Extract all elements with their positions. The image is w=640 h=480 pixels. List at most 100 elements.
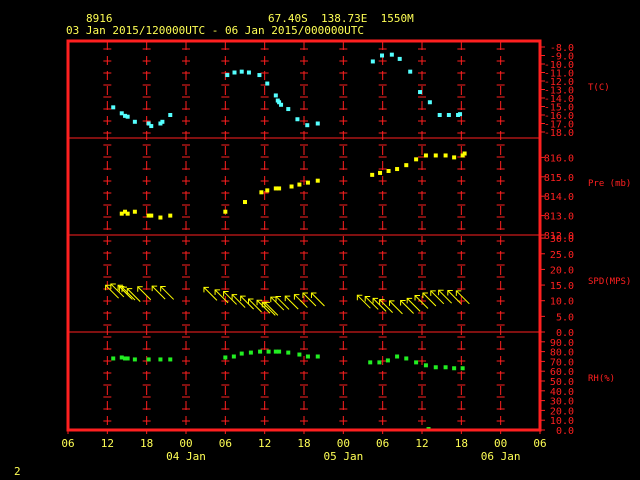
data-point xyxy=(160,119,165,124)
wind-arrow-shaft xyxy=(400,300,414,314)
wind-arrow-shaft xyxy=(121,286,136,301)
data-point xyxy=(368,360,373,365)
wind-arrow-head xyxy=(379,299,385,305)
wind-arrow-head xyxy=(455,290,462,296)
wind-arrow-shaft xyxy=(389,300,403,315)
data-point xyxy=(168,113,173,117)
y-tick-label: 814.0 xyxy=(544,192,574,203)
data-point xyxy=(297,352,302,357)
data-point xyxy=(146,121,151,126)
data-point xyxy=(395,354,400,359)
wind-arrow-head xyxy=(430,290,436,296)
data-point xyxy=(223,209,228,214)
data-point xyxy=(286,350,291,355)
data-point xyxy=(423,363,428,368)
data-point xyxy=(433,365,438,370)
wind-arrow-head xyxy=(270,296,276,303)
data-point xyxy=(395,167,400,172)
wind-arrow xyxy=(121,286,136,301)
wind-arrow-head xyxy=(264,301,270,308)
data-point xyxy=(132,357,137,362)
y-tick-label: 10.0 xyxy=(550,416,574,427)
data-point xyxy=(125,356,130,361)
wind-arrow-head xyxy=(256,299,263,306)
data-point xyxy=(258,349,263,354)
y-tick-label: 90.0 xyxy=(550,338,574,349)
data-point xyxy=(123,209,128,214)
x-tick-label: 00 xyxy=(337,437,350,450)
y-tick-label: 80.0 xyxy=(550,348,574,359)
y-tick-label: -17.0 xyxy=(544,120,574,131)
wind-arrow-shaft xyxy=(311,292,325,307)
data-point xyxy=(385,358,390,363)
data-point xyxy=(452,155,457,160)
x-tick-label: 06 xyxy=(219,437,232,450)
data-point xyxy=(423,153,428,158)
wind-arrow-head xyxy=(406,297,413,304)
x-tick-label: 06 xyxy=(376,437,389,450)
wind-arrow-shaft xyxy=(105,284,119,299)
wind-arrow xyxy=(231,294,246,308)
wind-arrow xyxy=(414,295,429,309)
wind-arrow-head xyxy=(275,295,282,302)
data-point xyxy=(380,53,385,58)
wind-arrow xyxy=(400,300,414,314)
wind-arrow-shaft xyxy=(284,295,299,310)
wind-arrow-shaft xyxy=(248,298,262,313)
wind-arrow xyxy=(270,296,285,311)
y-tick-label: 60.0 xyxy=(550,367,574,378)
wind-arrow-head xyxy=(356,294,363,301)
y-tick-label: 816.0 xyxy=(544,153,574,164)
y-tick-label: -13.0 xyxy=(544,86,574,97)
y-tick-label: 15.0 xyxy=(550,281,574,292)
data-point xyxy=(168,213,173,218)
panel-label: T(C) xyxy=(588,83,610,93)
data-point xyxy=(315,354,320,359)
wind-arrow-head xyxy=(118,285,125,292)
wind-arrow xyxy=(372,297,387,312)
y-tick-label: 0.0 xyxy=(556,328,574,339)
y-tick-label: -8.0 xyxy=(550,43,574,54)
wind-arrow-head xyxy=(422,292,428,299)
date-label: 04 Jan xyxy=(166,450,206,463)
wind-arrow-shaft xyxy=(372,297,387,312)
wind-arrow-shaft xyxy=(203,287,218,301)
wind-arrow-head xyxy=(203,286,209,293)
data-point xyxy=(123,113,128,118)
y-tick-label: 50.0 xyxy=(550,377,574,388)
data-point xyxy=(168,357,173,362)
wind-arrow-head xyxy=(121,286,127,293)
data-point xyxy=(386,168,391,173)
wind-arrow-head xyxy=(105,284,111,291)
wind-arrow xyxy=(356,294,371,309)
wind-arrow xyxy=(447,290,462,304)
data-point xyxy=(119,111,124,116)
y-tick-label: 70.0 xyxy=(550,357,574,368)
wind-arrow xyxy=(379,299,393,313)
wind-arrow-head xyxy=(223,290,229,297)
wind-arrow xyxy=(310,292,325,307)
labels-layer: 06 12 18 00 06 12 18 00 06 12 18 00 06 04 Jan 05 Jan 06… xyxy=(61,43,631,463)
wind-arrow-shaft xyxy=(364,296,379,310)
marks-layer xyxy=(105,52,470,432)
data-point xyxy=(277,186,282,191)
data-point xyxy=(231,354,236,359)
y-tick-label: -15.0 xyxy=(544,103,574,114)
data-point xyxy=(446,113,451,117)
x-tick-label: 06 xyxy=(61,437,74,450)
data-point xyxy=(414,157,419,162)
data-point xyxy=(119,211,124,216)
y-tick-label: -16.0 xyxy=(544,111,574,122)
data-point xyxy=(277,349,282,354)
wind-arrow-shaft xyxy=(110,283,125,298)
wind-arrow-head xyxy=(240,295,246,302)
data-point xyxy=(370,59,375,64)
data-point xyxy=(125,211,130,216)
wind-arrow xyxy=(438,289,452,304)
wind-arrow xyxy=(430,290,445,305)
y-tick-label: 20.0 xyxy=(550,265,574,276)
data-point xyxy=(265,188,270,193)
wind-arrow-shaft xyxy=(356,294,371,309)
data-point xyxy=(305,180,310,185)
y-tick-label: -10.0 xyxy=(544,60,574,71)
